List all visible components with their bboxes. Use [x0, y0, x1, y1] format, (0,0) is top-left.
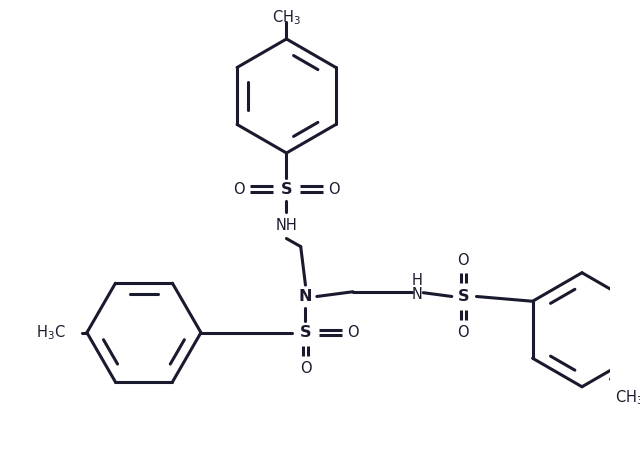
Text: N: N — [299, 289, 312, 304]
Text: H: H — [412, 273, 422, 288]
Text: H$_3$C: H$_3$C — [36, 323, 66, 342]
Text: O: O — [233, 181, 244, 196]
Text: O: O — [458, 253, 469, 268]
Text: CH$_3$: CH$_3$ — [272, 9, 301, 27]
Text: S: S — [300, 325, 311, 340]
Text: CH$_3$: CH$_3$ — [615, 389, 640, 407]
Text: O: O — [347, 325, 359, 340]
Text: O: O — [458, 325, 469, 340]
Text: O: O — [328, 181, 340, 196]
Text: NH: NH — [276, 218, 298, 233]
Text: N: N — [412, 287, 422, 302]
Text: S: S — [458, 289, 469, 304]
Text: O: O — [300, 361, 311, 376]
Text: S: S — [281, 181, 292, 196]
